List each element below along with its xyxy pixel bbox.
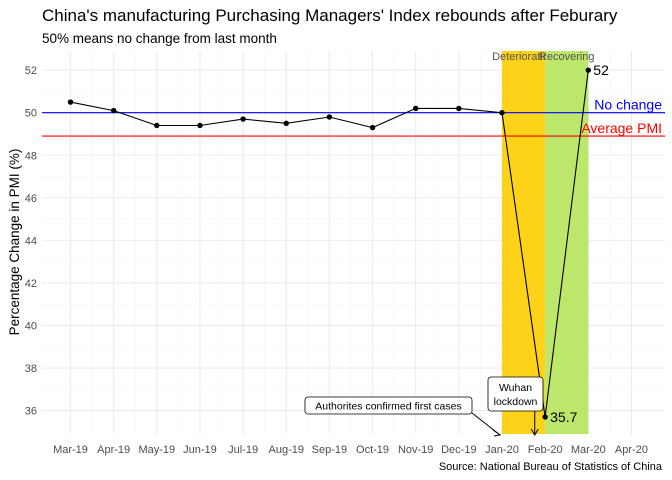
annotation-arrowhead <box>530 428 539 436</box>
y-tick-label: 42 <box>25 278 37 290</box>
data-point <box>585 67 591 73</box>
y-tick-label: 48 <box>25 150 37 162</box>
y-axis-title: Percentage Change in PMI (%) <box>7 149 22 336</box>
point-label: 35.7 <box>550 409 577 425</box>
source-caption: Source: National Bureau of Statistics of… <box>439 461 663 473</box>
shaded-region-deteriorating <box>502 51 546 434</box>
annotation-text: lockdown <box>494 396 538 408</box>
y-tick-label: 40 <box>25 320 37 332</box>
x-tick-label: Nov-19 <box>398 444 433 456</box>
y-tick-label: 50 <box>25 108 37 120</box>
x-tick-label: Aug-19 <box>269 444 304 456</box>
chart-subtitle: 50% means no change from last month <box>42 31 277 46</box>
data-point <box>456 105 462 112</box>
reference-line-label: No change <box>594 97 662 113</box>
x-tick-label: Mar-20 <box>571 444 606 456</box>
chart-title: China's manufacturing Purchasing Manager… <box>42 6 618 25</box>
y-tick-label: 38 <box>25 363 37 375</box>
x-tick-label: Jan-20 <box>485 444 519 456</box>
x-tick-label: Mar-19 <box>53 444 88 456</box>
point-label: 52 <box>593 62 609 78</box>
y-tick-label: 46 <box>25 193 37 205</box>
data-point <box>110 107 117 114</box>
shaded-region-label: Deteriorating <box>492 51 555 63</box>
data-point <box>326 114 333 120</box>
data-point <box>197 122 203 129</box>
x-tick-label: Sep-19 <box>312 444 347 456</box>
y-tick-label: 36 <box>25 406 37 418</box>
shaded-region-label: Recovering <box>539 51 595 63</box>
annotation-text: Authorites confirmed first cases <box>315 401 461 413</box>
data-point <box>369 124 376 131</box>
data-point <box>154 122 160 129</box>
data-point <box>413 105 419 112</box>
y-tick-label: 44 <box>25 235 37 247</box>
data-point <box>240 116 246 122</box>
x-tick-label: Jun-19 <box>183 444 217 456</box>
x-tick-label: Dec-19 <box>441 444 476 456</box>
x-tick-label: Oct-19 <box>356 444 389 456</box>
data-point <box>499 110 505 116</box>
annotation-arrowhead <box>492 429 502 437</box>
x-tick-label: Apr-19 <box>97 444 130 456</box>
data-point <box>283 120 289 127</box>
y-tick-label: 52 <box>25 65 37 77</box>
x-tick-label: May-19 <box>138 444 175 456</box>
x-tick-label: Jul-19 <box>228 444 258 456</box>
plot-area: Mar-19 Apr-19 May-19 Jun-19 Jul-19 Aug-19 Sep-… <box>25 51 665 456</box>
x-tick-label: Apr-20 <box>615 444 648 456</box>
data-point <box>67 99 74 105</box>
data-point <box>542 414 548 420</box>
annotation-box <box>304 396 473 415</box>
x-tick-label: Feb-20 <box>528 444 563 456</box>
annotation-box <box>487 376 544 412</box>
reference-line-label: Average PMI <box>581 120 662 136</box>
annotation-text: Wuhan <box>499 382 532 394</box>
